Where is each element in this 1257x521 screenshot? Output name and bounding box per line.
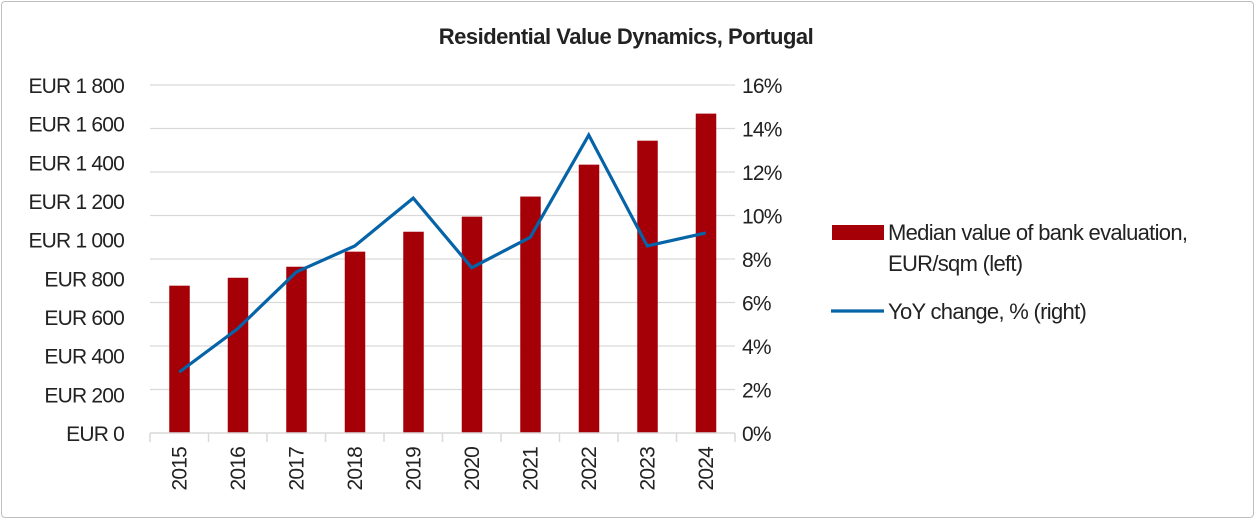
bar-2022 xyxy=(578,164,600,434)
left-tick-label: EUR 400 xyxy=(44,346,124,369)
right-tick-label: 12% xyxy=(742,162,782,185)
bar-2015 xyxy=(169,285,190,433)
left-tick-label: EUR 200 xyxy=(44,384,124,407)
right-tick-label: 2% xyxy=(742,380,771,403)
left-tick-label: EUR 1 200 xyxy=(28,191,124,214)
x-tick-label: 2023 xyxy=(636,447,659,491)
yoy-line xyxy=(178,131,707,374)
bar-2023 xyxy=(637,140,658,433)
x-tick-label: 2018 xyxy=(344,447,367,491)
right-tick-label: 10% xyxy=(742,206,782,229)
right-tick-label: 16% xyxy=(742,75,782,98)
left-tick-label: EUR 800 xyxy=(44,268,124,291)
left-tick-label: EUR 0 xyxy=(66,423,124,446)
right-tick-label: 0% xyxy=(742,423,771,446)
right-tick-label: 6% xyxy=(742,293,771,316)
left-tick-label: EUR 1 000 xyxy=(28,230,124,253)
left-tick-label: EUR 1 800 xyxy=(28,75,124,98)
x-tick-label: 2019 xyxy=(402,447,425,491)
left-tick-label: EUR 1 600 xyxy=(28,114,124,137)
x-tick-label: 2015 xyxy=(168,447,191,491)
x-tick-label: 2016 xyxy=(227,447,250,491)
x-tick-label: 2022 xyxy=(578,447,601,491)
legend-bar-label: Median value of bank evaluation, xyxy=(888,220,1187,245)
x-tick-label: 2020 xyxy=(461,447,484,491)
bar-2019 xyxy=(403,231,424,433)
bar-2021 xyxy=(520,196,541,433)
bar-2017 xyxy=(286,266,307,433)
right-tick-label: 14% xyxy=(742,119,782,142)
right-tick-label: 8% xyxy=(742,249,771,272)
bar-2016 xyxy=(227,277,249,433)
legend-bar-label: EUR/sqm (left) xyxy=(888,251,1022,276)
right-tick-label: 4% xyxy=(742,336,771,359)
left-tick-label: EUR 600 xyxy=(44,307,124,330)
legend-bar-swatch xyxy=(832,225,884,240)
chart-title: Residential Value Dynamics, Portugal xyxy=(439,24,813,49)
bar-2020 xyxy=(461,216,483,433)
bar-2024 xyxy=(695,113,717,433)
x-tick-label: 2017 xyxy=(285,447,308,491)
x-tick-label: 2021 xyxy=(519,447,542,491)
legend-line-label: YoY change, % (right) xyxy=(888,299,1086,324)
left-tick-label: EUR 1 400 xyxy=(28,152,124,175)
x-tick-label: 2024 xyxy=(695,446,718,491)
bar-2018 xyxy=(344,251,366,433)
